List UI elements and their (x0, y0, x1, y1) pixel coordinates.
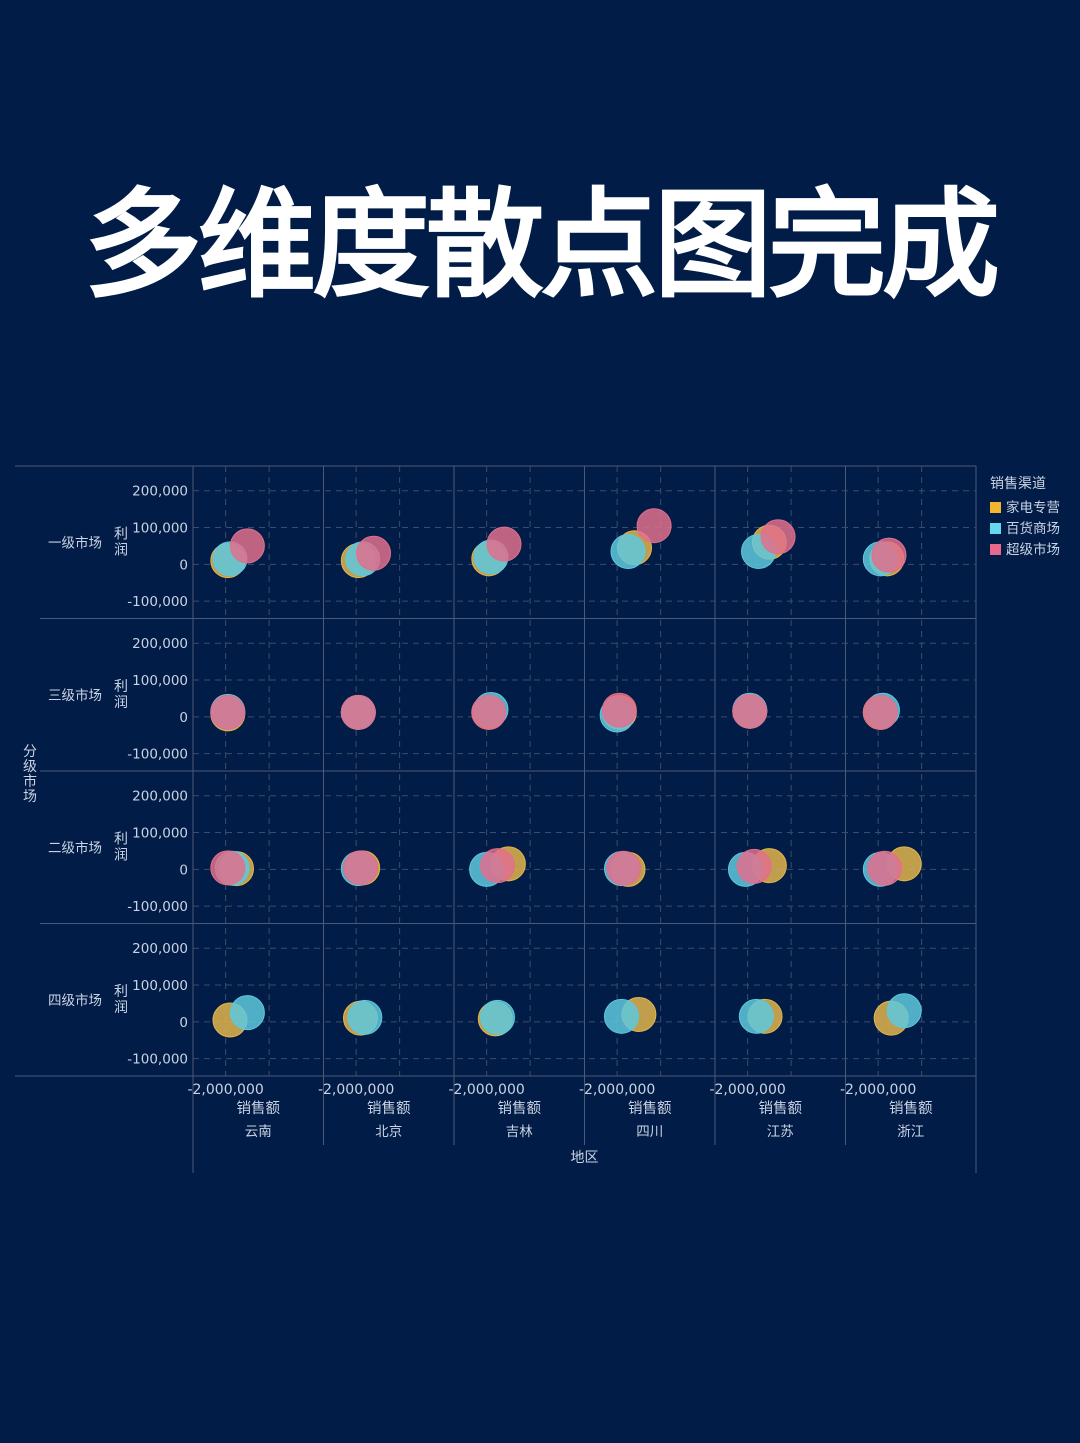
x-tick-label: -2,000,000 (448, 1082, 524, 1098)
y-axis-title: 润 (114, 542, 128, 558)
data-point (471, 694, 507, 730)
y-tick-label: -100,000 (127, 1052, 188, 1068)
x-tick-label: -2,000,000 (840, 1082, 916, 1098)
row-dimension-title: 市 (23, 773, 37, 790)
column-label: 北京 (375, 1124, 402, 1140)
column-label: 四川 (636, 1124, 663, 1140)
legend-swatch-department-store (990, 523, 1001, 534)
legend-item-appliance[interactable]: 家电专营 (1006, 499, 1060, 516)
row-label: 三级市场 (48, 687, 102, 704)
y-tick-label: -100,000 (127, 899, 188, 915)
y-tick-label: -100,000 (127, 747, 188, 763)
y-axis-title: 利 (114, 831, 128, 847)
row-dimension-title: 分 (23, 744, 37, 760)
data-point (342, 850, 378, 886)
row-label: 四级市场 (48, 992, 102, 1009)
y-tick-label: 100,000 (132, 978, 188, 994)
x-axis-title: 销售额 (759, 1100, 803, 1117)
data-point (210, 850, 246, 886)
y-axis-title: 润 (114, 847, 128, 863)
row-label: 一级市场 (48, 534, 102, 551)
y-tick-label: 0 (179, 862, 188, 878)
data-point (603, 998, 639, 1034)
y-tick-label: 200,000 (132, 484, 188, 500)
data-point (760, 519, 796, 555)
data-point (871, 537, 907, 573)
data-point (480, 848, 515, 884)
y-axis-title: 利 (114, 984, 128, 1000)
data-point (738, 998, 774, 1034)
row-dimension-title: 级 (23, 759, 37, 775)
x-axis-title: 销售额 (367, 1100, 411, 1117)
data-point (229, 528, 265, 564)
column-dimension-title: 地区 (571, 1150, 599, 1166)
data-point (886, 993, 922, 1029)
data-point (606, 850, 642, 886)
data-point (486, 526, 522, 562)
data-point (229, 995, 265, 1031)
x-axis-title: 销售额 (889, 1100, 933, 1117)
data-point (867, 850, 903, 886)
legend-swatch-appliance (990, 502, 1001, 513)
legend-swatch-supermarket (990, 544, 1001, 555)
row-label: 二级市场 (48, 839, 102, 856)
y-tick-label: 100,000 (132, 826, 188, 842)
y-axis-title: 利 (114, 679, 128, 695)
y-tick-label: 0 (179, 1015, 188, 1031)
x-axis-title: 销售额 (628, 1100, 672, 1117)
x-tick-label: -2,000,000 (318, 1082, 394, 1098)
y-axis-title: 润 (114, 695, 128, 711)
y-tick-label: 0 (179, 710, 188, 726)
y-tick-label: -100,000 (127, 594, 188, 610)
x-axis-title: 销售额 (498, 1100, 542, 1117)
legend-item-supermarket[interactable]: 超级市场 (1006, 541, 1060, 558)
legend-item-department-store[interactable]: 百货商场 (1006, 520, 1060, 537)
data-point (610, 533, 646, 569)
data-point (736, 848, 772, 884)
column-label: 浙江 (897, 1124, 924, 1140)
y-tick-label: 0 (179, 557, 188, 573)
y-axis-title: 利 (114, 526, 128, 542)
point-layer (210, 508, 922, 1038)
y-tick-label: 100,000 (132, 673, 188, 689)
data-point (636, 508, 672, 544)
grid-layer (15, 465, 977, 1173)
column-label: 吉林 (506, 1124, 534, 1140)
data-point (732, 693, 768, 729)
data-point (347, 999, 383, 1035)
label-layer: 一级市场利润200,000100,0000-100,000三级市场利润200,0… (23, 484, 933, 1166)
legend[interactable]: 销售渠道 家电专营 百货商场 超级市场 (990, 476, 1060, 558)
y-tick-label: 200,000 (132, 636, 188, 652)
data-point (601, 692, 637, 728)
data-point (862, 694, 898, 730)
x-tick-label: -2,000,000 (709, 1082, 785, 1098)
y-tick-label: 100,000 (132, 521, 188, 537)
data-point (480, 999, 515, 1035)
x-axis-title: 销售额 (237, 1100, 281, 1117)
y-axis-title: 润 (114, 1000, 128, 1016)
x-tick-label: -2,000,000 (579, 1082, 655, 1098)
data-point (340, 694, 376, 730)
row-dimension-title: 场 (23, 789, 37, 805)
column-label: 江苏 (767, 1124, 794, 1140)
x-tick-label: -2,000,000 (187, 1082, 263, 1098)
column-label: 云南 (245, 1124, 272, 1140)
legend-title: 销售渠道 (990, 476, 1046, 492)
data-point (356, 535, 392, 571)
y-tick-label: 200,000 (132, 789, 188, 805)
y-tick-label: 200,000 (132, 941, 188, 957)
page-title: 多维度散点图完成 (83, 176, 1000, 314)
data-point (210, 694, 246, 730)
